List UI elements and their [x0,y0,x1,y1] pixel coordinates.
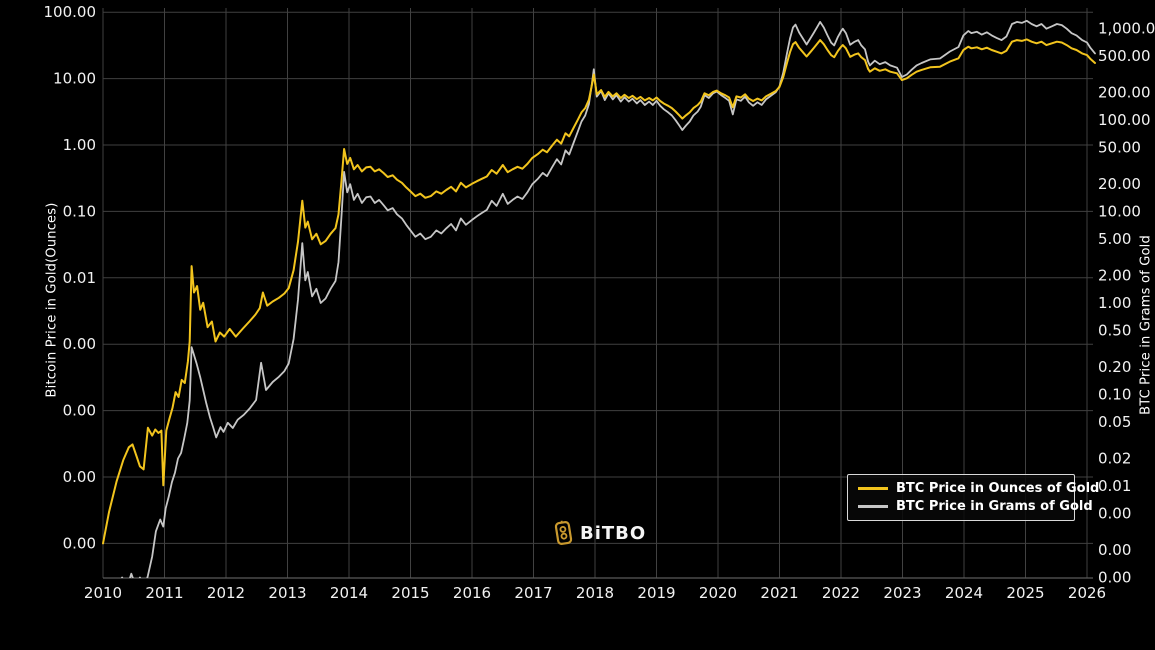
right-tick-label: 1.00 [1098,294,1131,312]
right-tick-label: 50.00 [1098,139,1141,157]
x-tick-label-2015: 2015 [391,584,429,602]
x-tick-label-2018: 2018 [576,584,614,602]
left-tick-label: 0.01 [63,269,96,287]
x-tick-label-2019: 2019 [637,584,675,602]
right-tick-label: 5.00 [1098,230,1131,248]
bitbo-coin-icon [554,520,573,545]
left-tick-label: 0.10 [63,202,96,220]
x-tick-label-2011: 2011 [145,584,183,602]
series-line-btc-ounces [102,38,1096,545]
x-tick-label-2025: 2025 [1006,584,1044,602]
right-tick-label: 2.00 [1098,266,1131,284]
right-tick-label: 500.00 [1098,47,1151,65]
x-tick-label-2022: 2022 [822,584,860,602]
x-tick-label-2024: 2024 [945,584,983,602]
x-tick-label-2020: 2020 [699,584,737,602]
legend-item-grams[interactable]: BTC Price in Grams of Gold [858,499,1093,514]
left-tick-label: 0.00 [63,534,96,552]
right-tick-label: 0.50 [1098,322,1131,340]
legend: BTC Price in Ounces of Gold BTC Price in… [847,474,1099,521]
ounces-line-swatch [858,487,888,490]
right-tick-label: 0.00 [1098,505,1131,523]
x-tick-label-2014: 2014 [330,584,368,602]
legend-label-grams: BTC Price in Grams of Gold [896,499,1093,514]
right-tick-label: 100.00 [1098,111,1151,129]
grams-line-swatch [858,505,888,508]
right-tick-label: 0.02 [1098,449,1131,467]
right-tick-label: 0.01 [1098,477,1131,495]
right-tick-label: 200.00 [1098,83,1151,101]
left-tick-label: 10.00 [53,70,96,88]
bitbo-logo-text: BiTBO [580,522,647,544]
x-tick-label-2012: 2012 [207,584,245,602]
x-tick-label-2010: 2010 [84,584,122,602]
left-tick-label: 1.00 [63,136,96,154]
right-tick-label: 10.00 [1098,203,1141,221]
left-tick-label: 100.00 [44,3,97,21]
x-tick-label-2023: 2023 [883,584,921,602]
right-tick-label: 0.20 [1098,358,1131,376]
left-tick-label: 0.00 [63,402,96,420]
legend-item-ounces[interactable]: BTC Price in Ounces of Gold [858,481,1099,496]
x-tick-label-2021: 2021 [760,584,798,602]
left-axis-title: Bitcoin Price in Gold(Ounces) [44,202,60,398]
right-tick-label: 20.00 [1098,175,1141,193]
x-tick-label-2016: 2016 [453,584,491,602]
bitbo-logo[interactable]: BiTBO [554,519,646,547]
right-tick-label: 0.05 [1098,413,1131,431]
x-tick-label-2013: 2013 [268,584,306,602]
x-tick-label-2017: 2017 [514,584,552,602]
right-tick-label: 0.00 [1098,541,1131,559]
legend-label-ounces: BTC Price in Ounces of Gold [896,481,1100,496]
x-tick-label-2026: 2026 [1068,584,1106,602]
right-axis-title: BTC Price in Grams of Gold [1138,235,1154,415]
right-tick-label: 1,000.0 [1098,20,1155,38]
right-tick-label: 0.10 [1098,386,1131,404]
right-tick-label: 0.00 [1098,569,1131,587]
left-tick-label: 0.00 [63,335,96,353]
left-tick-label: 0.00 [63,468,96,486]
